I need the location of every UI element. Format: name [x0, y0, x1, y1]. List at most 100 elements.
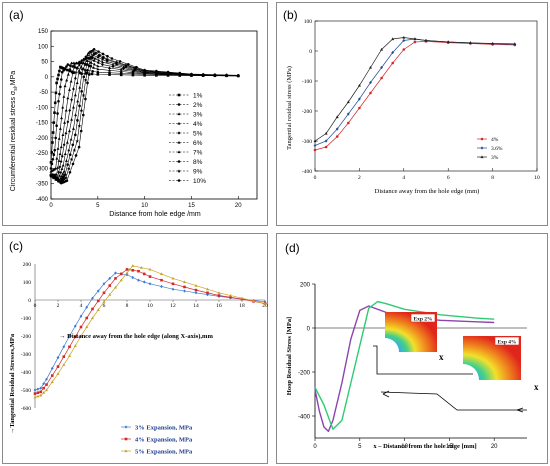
- data-point-a: [94, 50, 98, 55]
- inset2-axis-x: x: [534, 382, 539, 392]
- data-point-a: [55, 124, 58, 127]
- data-point-c: [194, 284, 198, 287]
- legend-marker-b: [480, 146, 484, 150]
- data-point-a: [82, 66, 86, 70]
- data-point-a: [126, 62, 130, 66]
- data-point-a: [80, 90, 83, 93]
- data-point-a: [77, 69, 81, 72]
- data-point-b: [358, 97, 361, 101]
- legend-marker-a: [177, 150, 181, 154]
- y-tick-label-d: 200: [300, 283, 311, 289]
- data-point-a: [69, 79, 73, 83]
- data-point-a: [52, 176, 55, 180]
- data-point-a: [87, 73, 91, 76]
- data-point-a: [58, 92, 61, 96]
- data-point-c: [56, 365, 60, 368]
- data-point-a: [59, 170, 63, 174]
- series-line-a: [50, 64, 239, 169]
- legend-marker-a: [177, 93, 181, 97]
- data-point-c: [217, 294, 221, 297]
- legend-label-a: 10%: [193, 178, 206, 185]
- data-point-c: [183, 289, 186, 293]
- data-point-b: [402, 48, 406, 51]
- data-point-a: [85, 70, 90, 75]
- data-point-b: [491, 41, 495, 45]
- data-point-a: [66, 96, 70, 100]
- data-point-a: [56, 147, 60, 150]
- data-point-a: [58, 165, 62, 169]
- data-point-a: [166, 70, 170, 74]
- x-tick-label-b: 10: [534, 175, 540, 181]
- data-point-a: [55, 156, 59, 160]
- data-point-a: [79, 129, 83, 133]
- data-point-a: [80, 60, 83, 64]
- data-point-a: [119, 68, 123, 71]
- data-point-a: [58, 174, 62, 177]
- data-point-a: [89, 50, 92, 54]
- y-tick-label-a: -50: [39, 90, 48, 96]
- data-point-a: [61, 133, 65, 136]
- x-tick-label-c: 10: [147, 303, 153, 309]
- data-point-a: [50, 162, 54, 166]
- x-tick-label-d: 0: [313, 444, 317, 450]
- legend-marker-c: [124, 425, 128, 429]
- data-point-c: [108, 284, 112, 287]
- data-point-a: [52, 153, 56, 157]
- chart-a-ylabel: Circumferential residual stress σsl,MPa: [10, 71, 19, 191]
- chart-d-ylabel: Hoop Residual Stress [MPa]: [286, 317, 293, 395]
- data-point-a: [79, 108, 84, 113]
- x-tick-label-c: 0: [34, 303, 37, 309]
- data-point-c: [62, 355, 66, 358]
- data-point-c: [194, 288, 198, 292]
- data-point-a: [57, 137, 61, 140]
- data-point-c: [160, 284, 163, 289]
- data-point-c: [96, 308, 100, 311]
- data-point-a: [77, 60, 81, 63]
- data-point-a: [78, 71, 82, 75]
- data-point-a: [131, 69, 135, 73]
- data-point-c: [160, 272, 163, 275]
- data-point-a: [68, 69, 72, 73]
- data-point-c: [142, 280, 146, 284]
- legend-marker-c: [124, 449, 128, 453]
- chart-c-xlabel: → Distance away from the hole edge (alon…: [59, 333, 213, 340]
- x-tick-label-d: 10: [401, 444, 408, 450]
- data-point-a: [64, 108, 68, 112]
- inset-exp4-label: Exp 4%: [497, 340, 516, 346]
- data-point-b: [335, 127, 339, 131]
- data-point-b: [391, 61, 394, 65]
- chart-b-ylabel: Tangential residual stress (MPa): [286, 66, 293, 150]
- data-point-c: [42, 391, 46, 394]
- data-point-c: [33, 395, 37, 399]
- data-point-c: [114, 285, 117, 289]
- data-point-b: [358, 106, 361, 110]
- data-point-c: [125, 271, 129, 275]
- data-point-c: [171, 282, 175, 286]
- data-point-a: [62, 69, 65, 72]
- data-point-c: [68, 345, 71, 349]
- data-point-a: [201, 73, 205, 76]
- data-point-c: [148, 275, 152, 278]
- data-point-a: [101, 55, 106, 59]
- y-tick-label-c: -600: [21, 406, 31, 412]
- data-point-a: [73, 76, 77, 80]
- data-point-a: [55, 81, 58, 85]
- data-point-a: [57, 73, 60, 77]
- data-point-a: [119, 72, 123, 75]
- data-point-a: [67, 88, 71, 91]
- data-point-c: [114, 277, 117, 280]
- data-point-a: [72, 61, 76, 65]
- y-tick-label-c: 200: [23, 262, 32, 268]
- data-point-a: [101, 60, 104, 64]
- data-point-c: [119, 272, 123, 276]
- data-point-a: [83, 78, 88, 82]
- data-point-a: [96, 73, 100, 76]
- data-point-a: [108, 66, 112, 69]
- data-point-a: [225, 73, 228, 77]
- data-point-a: [71, 162, 75, 166]
- data-point-a: [90, 48, 94, 53]
- y-tick-label-c: -300: [21, 352, 31, 358]
- data-point-a: [54, 91, 58, 95]
- data-point-a: [73, 71, 76, 74]
